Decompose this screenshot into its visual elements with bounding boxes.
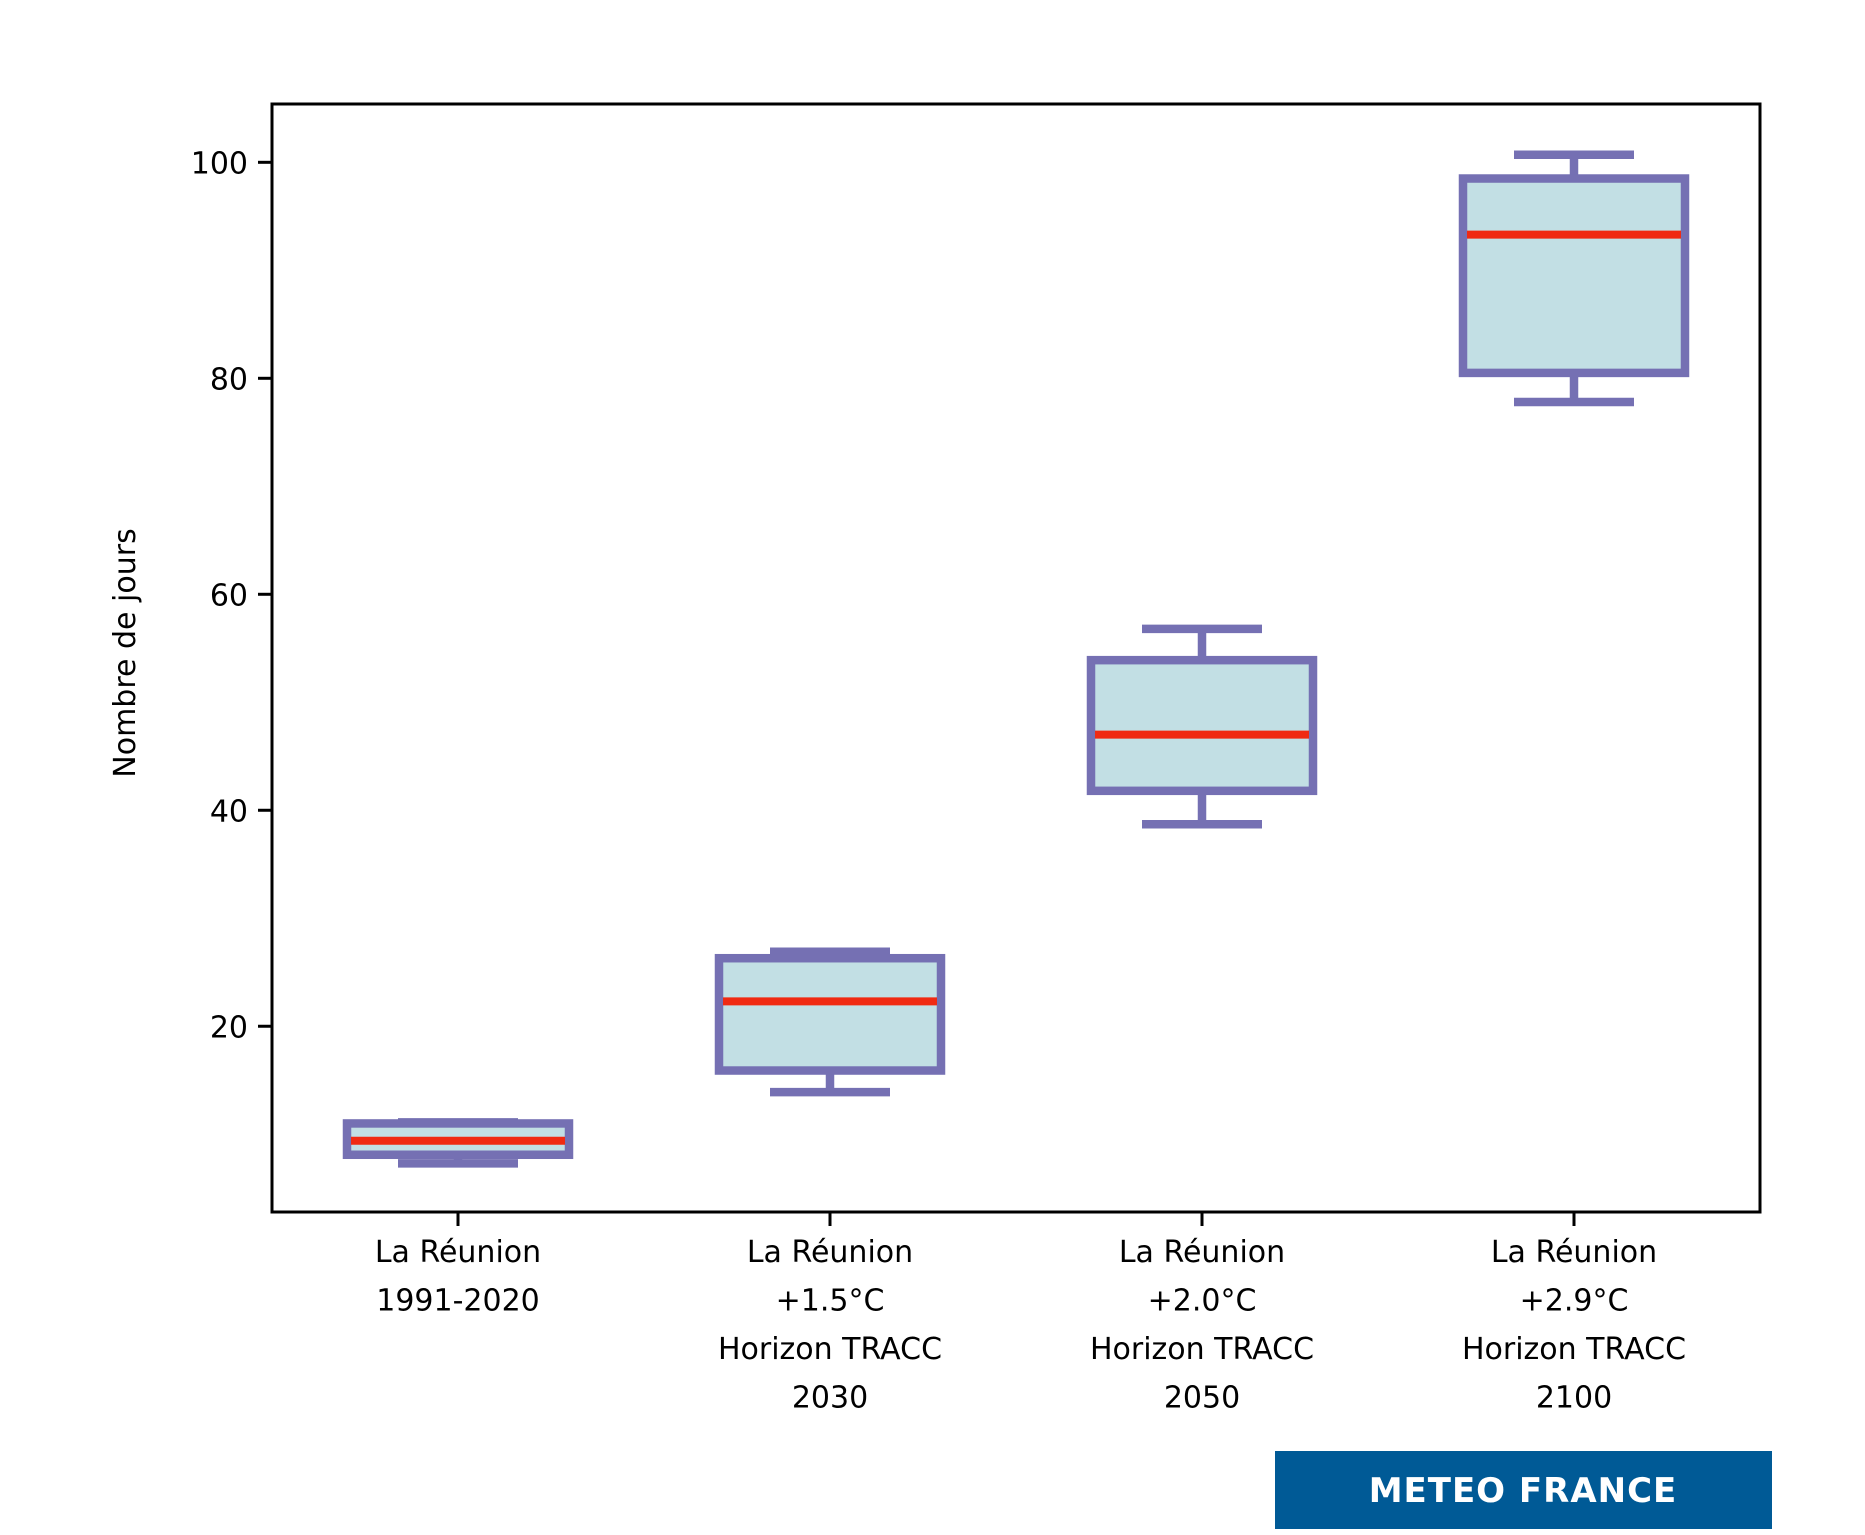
x-tick-label-line: 2030	[792, 1381, 868, 1416]
logo-background	[1275, 1451, 1772, 1529]
y-tick-label: 40	[210, 794, 248, 829]
x-tick-label-line: +2.9°C	[1520, 1284, 1629, 1319]
x-tick-label: La Réunion 1991-2020	[375, 1235, 541, 1319]
x-tick-label-line: La Réunion	[1491, 1235, 1657, 1270]
x-tick-label-line: +1.5°C	[776, 1284, 885, 1319]
x-tick-label-line: La Réunion	[375, 1235, 541, 1270]
x-tick-label-line: La Réunion	[747, 1235, 913, 1270]
y-axis-ticks: 20 40 60 80 100	[191, 146, 272, 1045]
x-tick-label-line: +2.0°C	[1148, 1284, 1257, 1319]
logo-text: METEO FRANCE	[1369, 1471, 1678, 1511]
x-tick-label: La Réunion +2.9°C Horizon TRACC 2100	[1462, 1235, 1686, 1416]
box-1	[342, 1118, 574, 1168]
x-tick-label-line: 1991-2020	[376, 1284, 540, 1319]
x-tick-label-line: La Réunion	[1119, 1235, 1285, 1270]
x-tick-label-line: 2050	[1164, 1381, 1240, 1416]
y-tick-label: 60	[210, 578, 248, 613]
y-tick-label: 20	[210, 1010, 248, 1045]
box-4	[1458, 150, 1690, 407]
y-axis-label: Nombre de jours	[108, 528, 143, 777]
box-iqr	[1458, 174, 1690, 378]
x-tick-label: La Réunion +1.5°C Horizon TRACC 2030	[718, 1235, 942, 1416]
x-tick-label-line: Horizon TRACC	[718, 1332, 942, 1367]
x-tick-label-line: Horizon TRACC	[1462, 1332, 1686, 1367]
box-iqr	[1086, 655, 1318, 796]
x-axis-ticks: La Réunion 1991-2020 La Réunion +1.5°C Horiz…	[375, 1212, 1686, 1416]
box-2	[714, 947, 946, 1097]
box-3	[1086, 624, 1318, 829]
y-tick-label: 100	[191, 146, 248, 181]
x-tick-label-line: 2100	[1536, 1381, 1612, 1416]
axes-frame	[270, 102, 1762, 1214]
x-tick-label: La Réunion +2.0°C Horizon TRACC 2050	[1090, 1235, 1314, 1416]
x-tick-label-line: Horizon TRACC	[1090, 1332, 1314, 1367]
boxes-layer	[342, 150, 1690, 1168]
y-tick-label: 80	[210, 362, 248, 397]
meteo-france-logo: METEO FRANCE	[1275, 1451, 1772, 1529]
box-iqr	[714, 953, 946, 1075]
